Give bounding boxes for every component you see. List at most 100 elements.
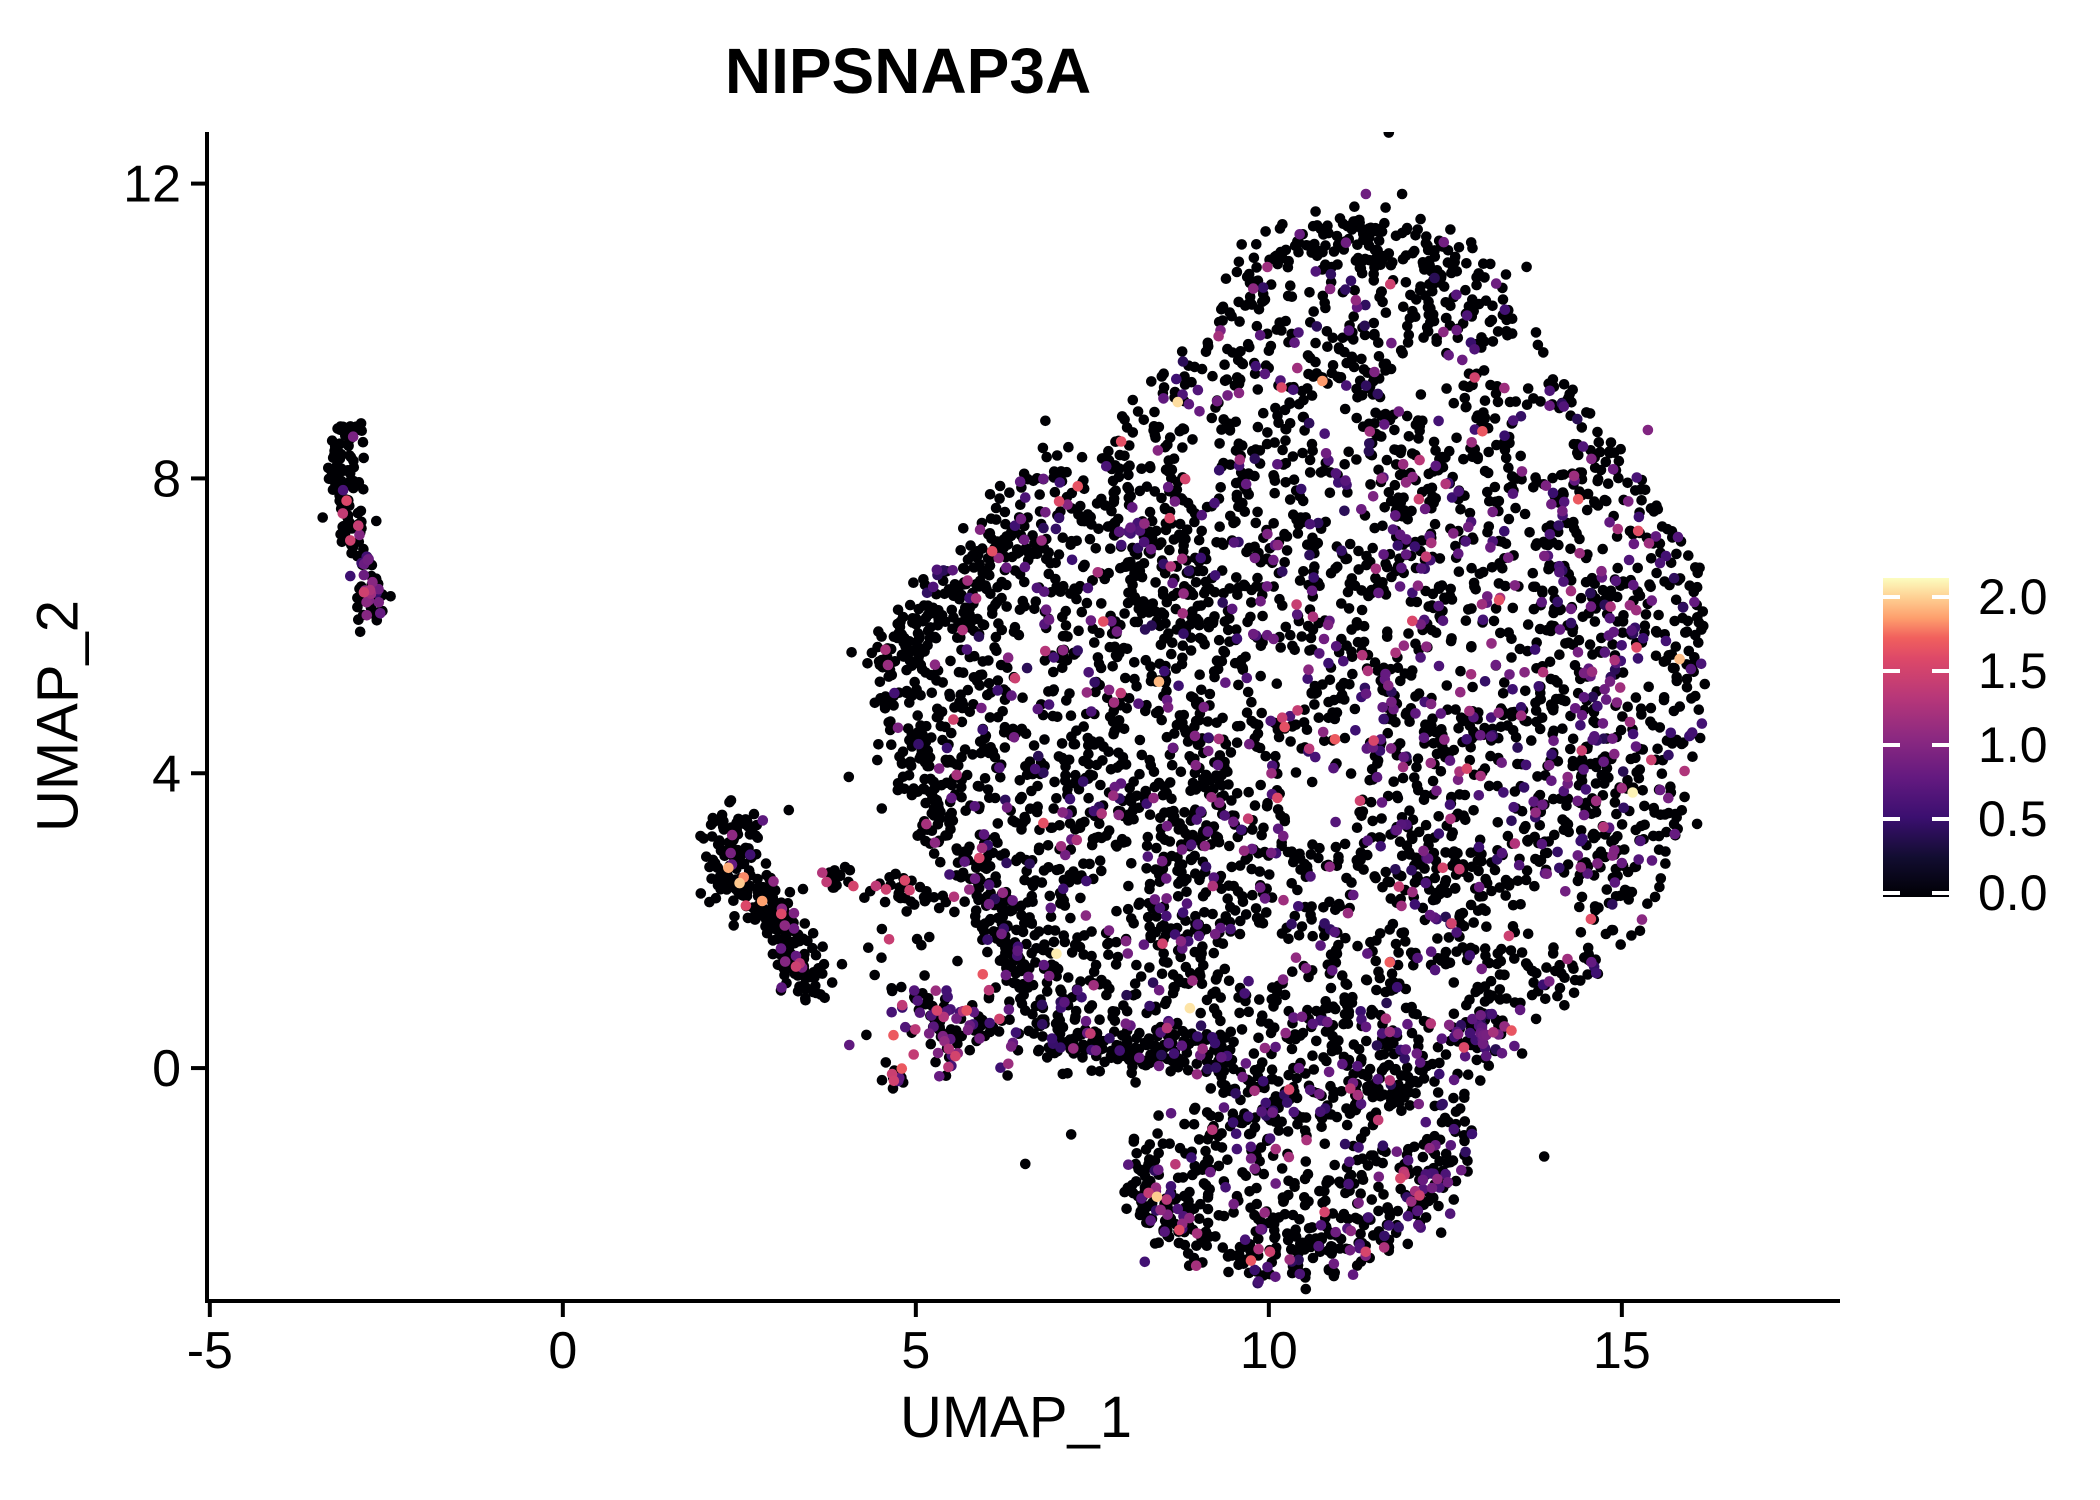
data-point bbox=[1518, 782, 1530, 793]
data-point bbox=[1164, 1138, 1175, 1149]
data-point bbox=[1480, 950, 1491, 961]
data-point bbox=[1330, 841, 1342, 853]
data-point bbox=[783, 804, 795, 816]
data-point bbox=[1507, 602, 1519, 614]
data-point bbox=[1396, 188, 1408, 200]
data-point bbox=[1264, 869, 1275, 880]
data-point bbox=[1373, 235, 1385, 246]
data-point bbox=[1459, 1092, 1470, 1103]
data-point bbox=[1397, 348, 1408, 359]
data-point bbox=[1127, 427, 1139, 438]
data-point bbox=[1554, 649, 1565, 660]
data-point bbox=[1404, 805, 1415, 816]
data-point bbox=[1192, 600, 1204, 612]
data-point bbox=[1034, 489, 1045, 500]
data-point bbox=[767, 948, 779, 960]
data-point bbox=[1198, 960, 1209, 971]
data-point bbox=[1123, 809, 1135, 820]
data-point bbox=[1488, 615, 1500, 627]
data-point bbox=[1494, 993, 1506, 1005]
data-point bbox=[1445, 224, 1456, 235]
data-point bbox=[1418, 1073, 1430, 1084]
data-point bbox=[1589, 616, 1601, 627]
data-point bbox=[861, 1029, 872, 1041]
data-point bbox=[1209, 611, 1220, 622]
data-point bbox=[1185, 645, 1197, 656]
data-point bbox=[1254, 913, 1265, 924]
data-point bbox=[1379, 1230, 1390, 1242]
data-point bbox=[1084, 858, 1095, 870]
data-point bbox=[1473, 268, 1484, 279]
data-point bbox=[1274, 593, 1285, 605]
data-point bbox=[1024, 858, 1035, 870]
data-point bbox=[1296, 631, 1308, 642]
data-point bbox=[872, 754, 883, 766]
data-point bbox=[1166, 793, 1177, 805]
data-point bbox=[1293, 246, 1304, 258]
data-point bbox=[992, 711, 1004, 723]
data-point bbox=[1557, 694, 1568, 706]
data-point bbox=[1210, 1140, 1222, 1151]
data-point bbox=[1640, 609, 1652, 620]
data-point bbox=[1219, 359, 1230, 371]
data-point bbox=[1300, 1283, 1312, 1295]
data-point bbox=[1291, 1073, 1302, 1084]
data-point bbox=[1349, 285, 1360, 296]
data-point bbox=[1507, 899, 1519, 911]
data-point bbox=[1448, 1194, 1460, 1205]
data-point bbox=[1285, 736, 1296, 747]
data-point bbox=[1402, 1071, 1414, 1083]
data-point bbox=[1017, 926, 1029, 938]
data-point bbox=[1344, 679, 1355, 690]
data-point bbox=[357, 436, 369, 448]
data-point bbox=[1593, 437, 1605, 448]
data-point bbox=[1465, 742, 1476, 753]
data-point bbox=[1139, 598, 1151, 609]
data-point bbox=[983, 678, 995, 689]
data-point bbox=[1231, 737, 1243, 748]
data-point bbox=[920, 797, 931, 809]
data-point bbox=[1296, 385, 1308, 397]
data-point bbox=[1453, 723, 1464, 734]
data-point bbox=[1342, 1018, 1354, 1029]
data-point bbox=[880, 1057, 892, 1068]
data-point bbox=[1311, 321, 1323, 332]
data-point bbox=[1242, 686, 1254, 698]
data-point bbox=[1686, 693, 1697, 704]
data-point bbox=[1134, 561, 1145, 572]
data-point bbox=[371, 515, 382, 527]
data-point bbox=[744, 829, 756, 840]
data-point bbox=[1149, 406, 1160, 418]
data-point bbox=[933, 711, 944, 722]
data-point bbox=[1432, 933, 1443, 944]
data-point bbox=[1435, 766, 1447, 777]
data-point bbox=[1558, 684, 1570, 695]
data-point bbox=[1072, 584, 1083, 596]
data-point bbox=[344, 468, 356, 479]
data-point bbox=[1615, 890, 1626, 902]
data-point bbox=[1150, 432, 1161, 443]
data-point bbox=[1601, 884, 1613, 895]
data-point bbox=[1321, 326, 1333, 337]
data-point bbox=[1156, 714, 1167, 726]
data-point bbox=[1230, 1088, 1241, 1099]
data-point bbox=[1592, 475, 1603, 487]
data-point bbox=[1193, 619, 1205, 631]
data-point bbox=[1270, 402, 1281, 414]
data-point bbox=[1463, 872, 1474, 883]
data-point bbox=[1260, 750, 1271, 762]
data-point bbox=[1054, 863, 1065, 875]
data-point bbox=[1286, 1043, 1298, 1055]
data-point bbox=[1626, 930, 1637, 941]
data-point bbox=[1415, 213, 1426, 225]
data-point bbox=[1356, 353, 1367, 365]
data-point bbox=[1138, 414, 1150, 426]
data-point bbox=[1635, 703, 1647, 714]
data-point bbox=[1394, 836, 1406, 847]
data-point bbox=[1684, 580, 1695, 591]
data-point bbox=[1480, 905, 1491, 917]
data-point bbox=[1222, 1154, 1233, 1165]
data-point bbox=[1175, 617, 1186, 629]
data-point bbox=[1475, 1075, 1486, 1086]
data-point bbox=[1642, 898, 1653, 909]
